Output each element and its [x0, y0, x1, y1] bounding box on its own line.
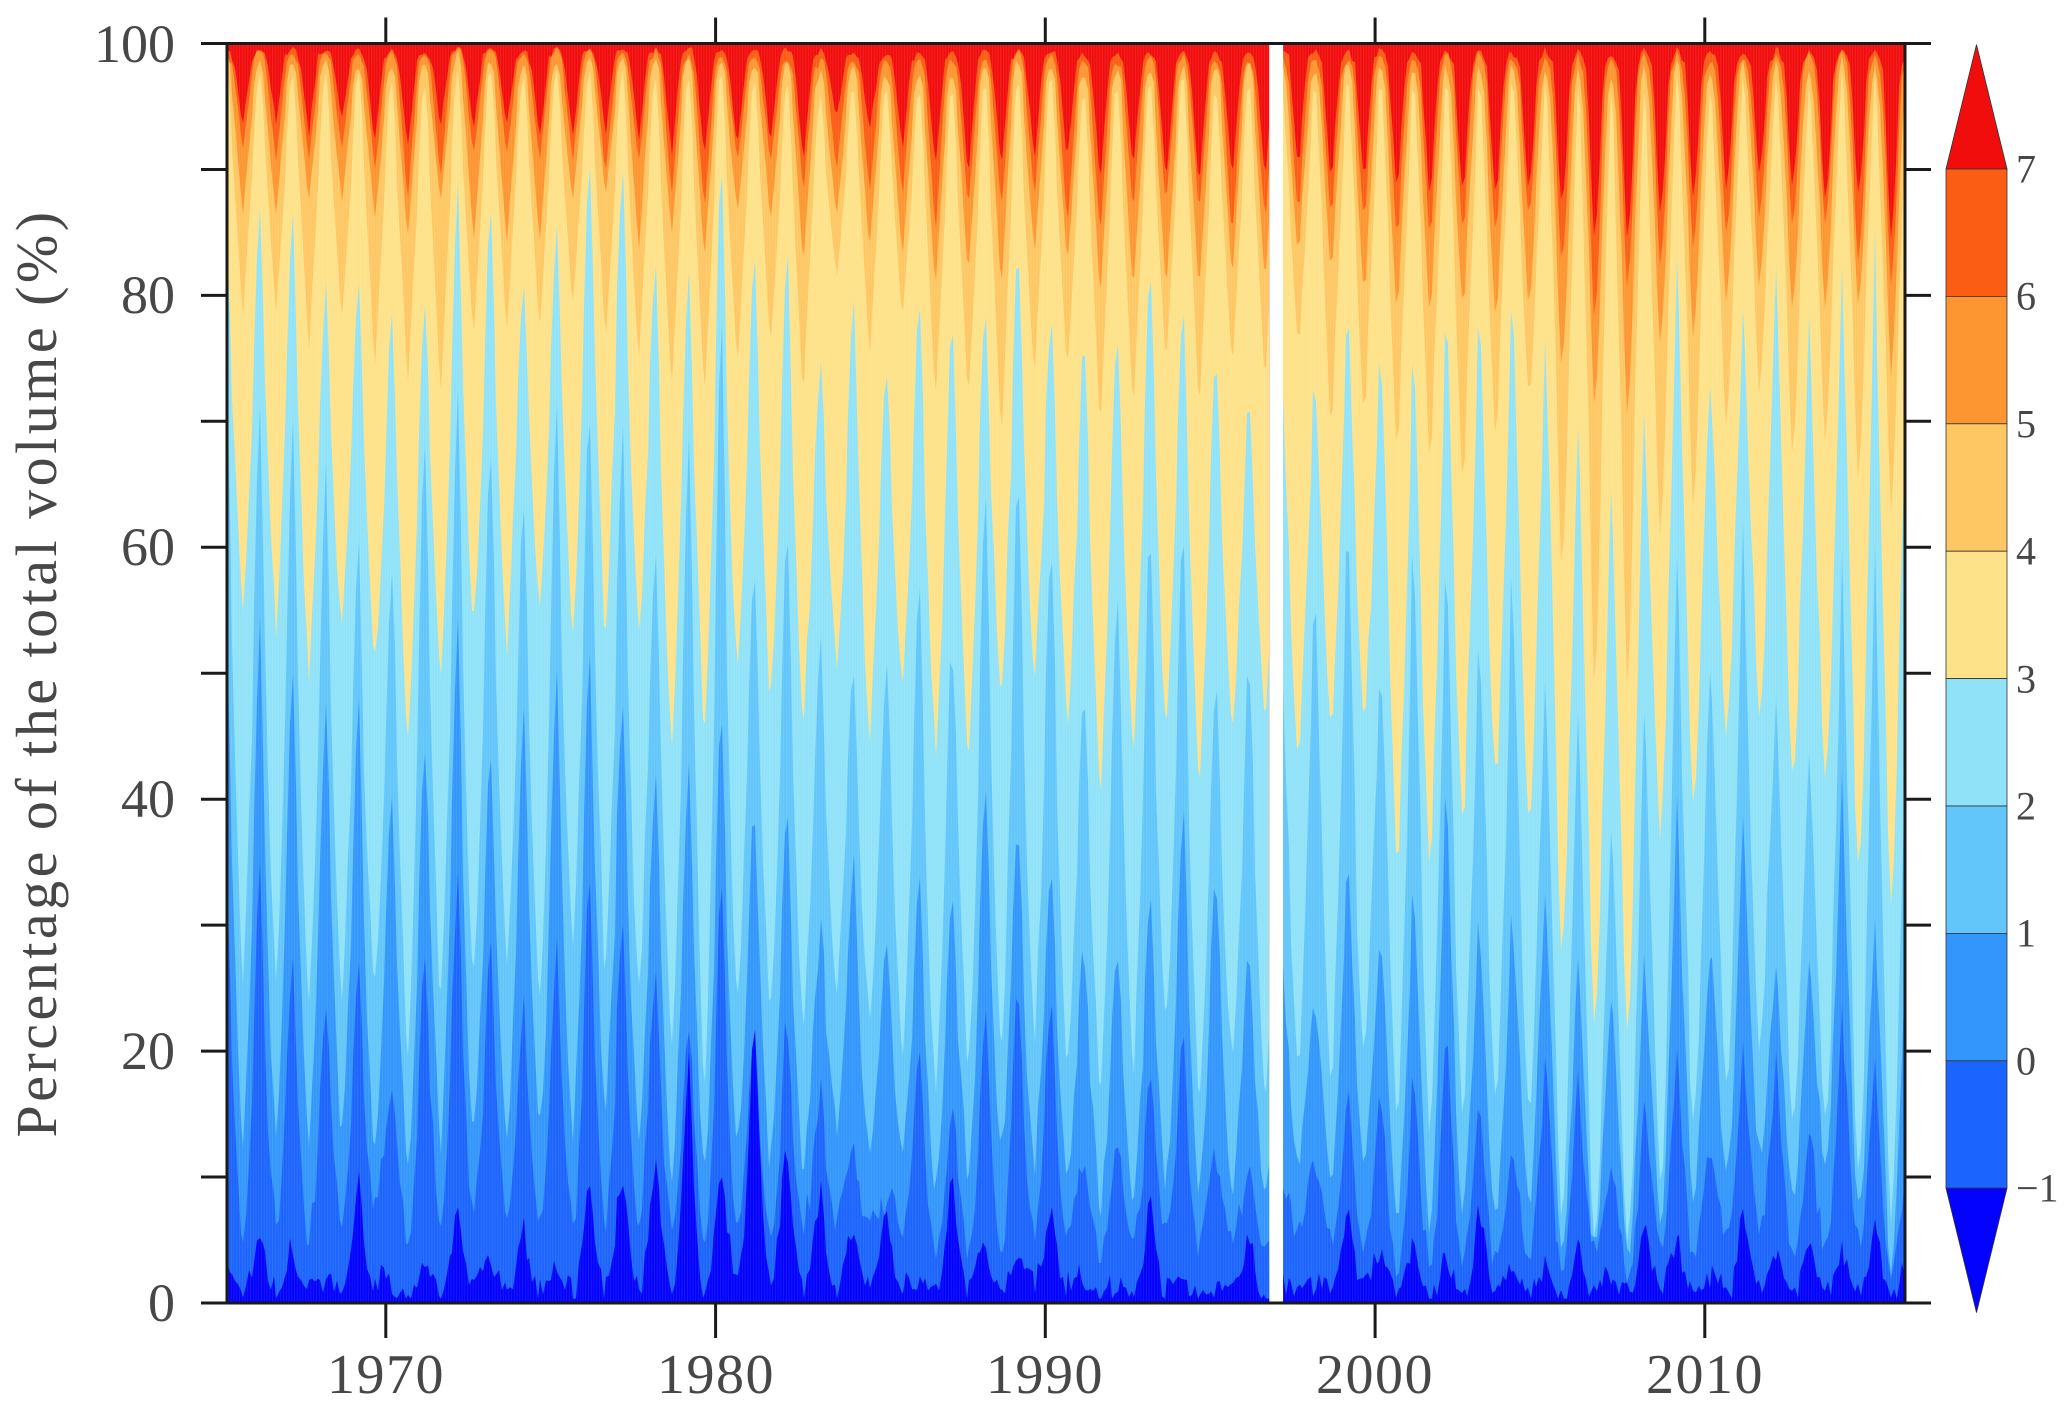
- svg-text:2000: 2000: [1316, 1344, 1434, 1402]
- svg-text:40: 40: [121, 769, 175, 829]
- svg-text:Percentage of the total volume: Percentage of the total volume (%): [4, 208, 69, 1137]
- svg-text:0: 0: [2016, 1039, 2036, 1084]
- svg-text:80: 80: [121, 265, 175, 325]
- svg-text:100: 100: [94, 14, 175, 74]
- svg-text:7: 7: [2016, 147, 2036, 192]
- svg-text:4: 4: [2016, 529, 2036, 574]
- svg-text:1970: 1970: [327, 1344, 445, 1402]
- svg-text:2: 2: [2016, 784, 2036, 829]
- svg-text:5: 5: [2016, 402, 2036, 447]
- svg-text:20: 20: [121, 1021, 175, 1081]
- svg-text:1990: 1990: [986, 1344, 1104, 1402]
- svg-text:2010: 2010: [1646, 1344, 1764, 1402]
- svg-text:6: 6: [2016, 274, 2036, 319]
- svg-text:1: 1: [2016, 911, 2036, 956]
- svg-text:0: 0: [148, 1273, 175, 1333]
- svg-text:60: 60: [121, 517, 175, 577]
- svg-text:1980: 1980: [657, 1344, 775, 1402]
- svg-text:−1: −1: [2016, 1166, 2059, 1211]
- svg-text:3: 3: [2016, 657, 2036, 702]
